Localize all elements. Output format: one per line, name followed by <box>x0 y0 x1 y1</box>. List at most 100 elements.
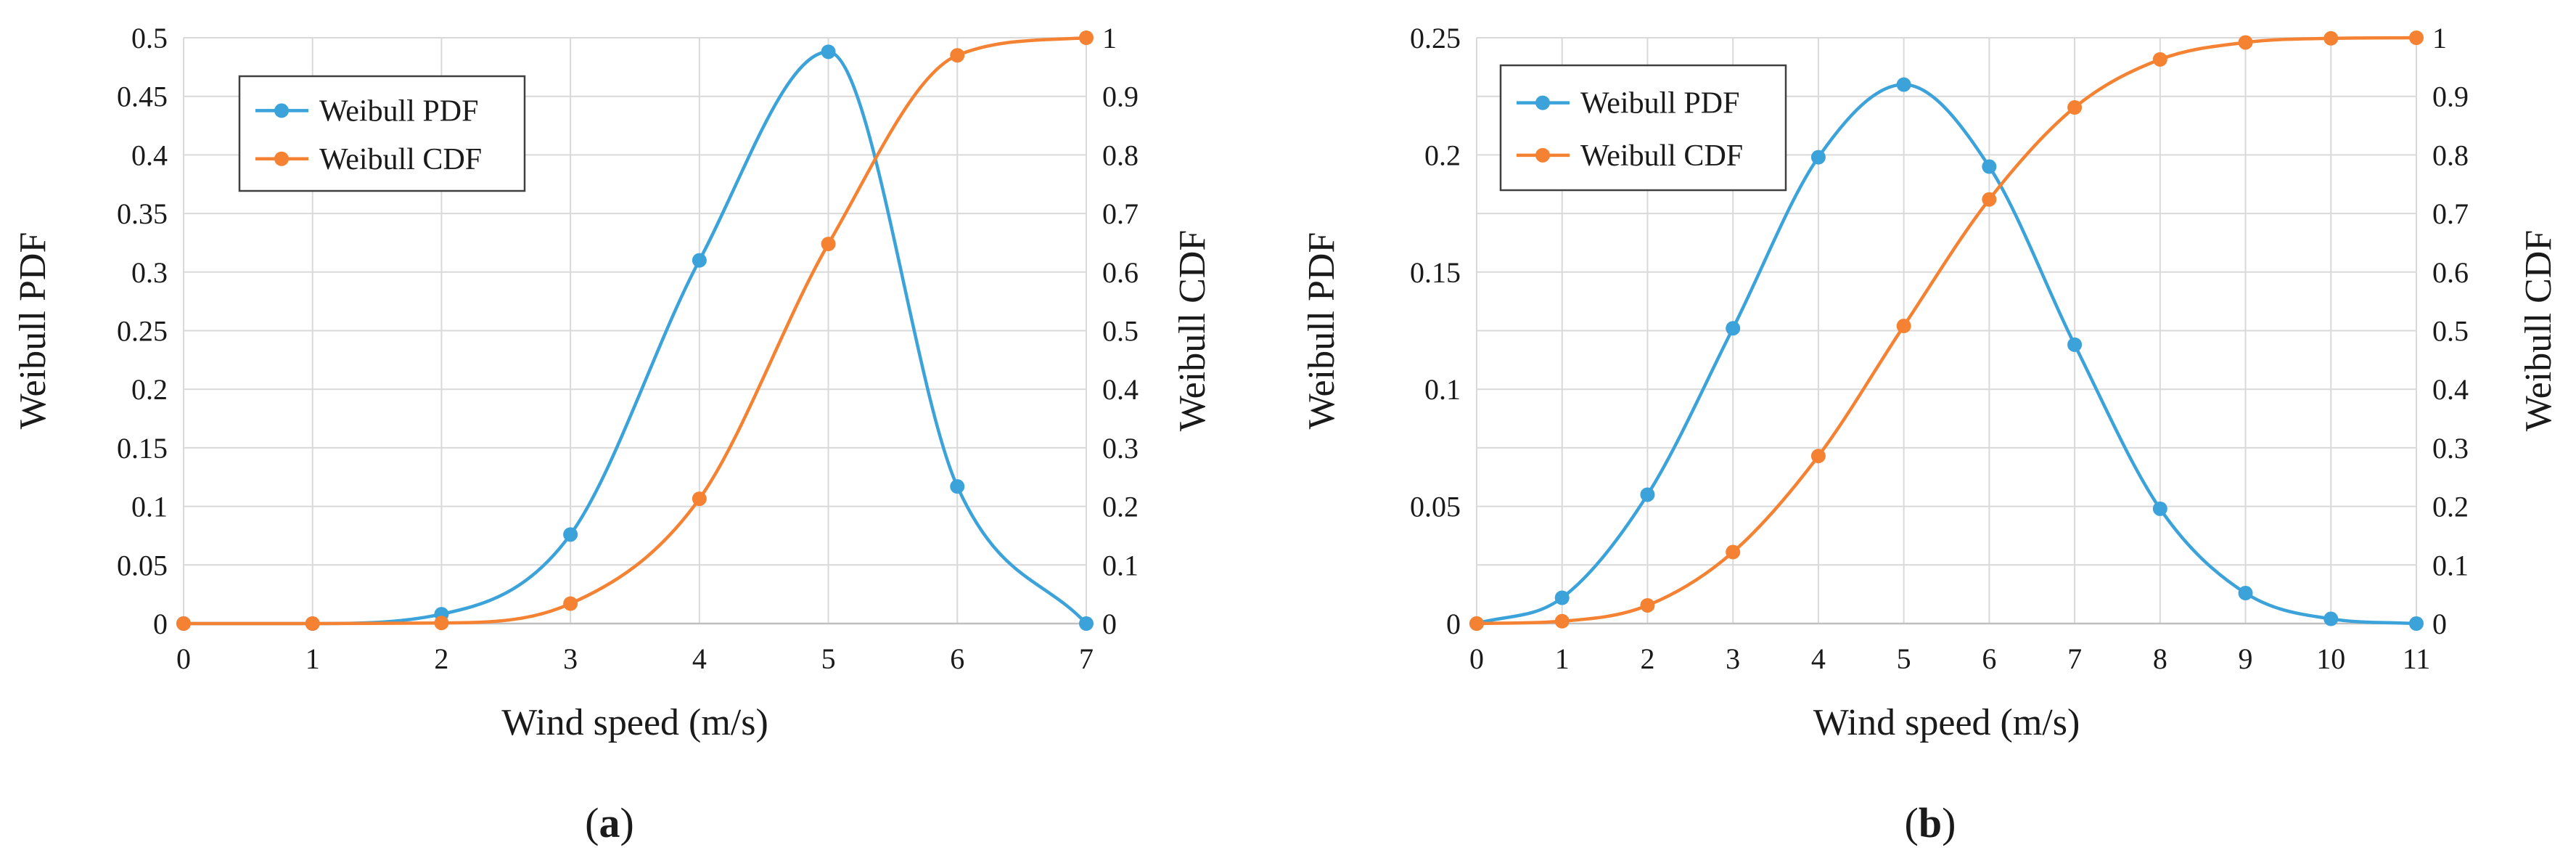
y-right-tick-label: 0.3 <box>2432 432 2469 465</box>
chart-panel-a: 0 1 2 3 4 5 6 700.050.10.150.20.250.30.350.40.4… <box>12 22 1213 846</box>
y-left-tick-label: 0.45 <box>117 81 168 113</box>
data-point <box>434 616 449 631</box>
y-right-tick-label: 0.2 <box>1102 491 1139 523</box>
y-right-tick-label: 0.6 <box>2432 256 2469 289</box>
data-point <box>1982 159 1997 174</box>
x-tick-label: 1 <box>305 642 320 675</box>
y-right-tick-label: 1 <box>2432 22 2447 54</box>
panel-label-letter: b <box>1919 799 1942 846</box>
data-point <box>1554 590 1570 605</box>
data-point <box>1810 449 1826 464</box>
data-point <box>2067 100 2083 115</box>
y-right-axis-label: Weibull CDF <box>1172 230 1213 432</box>
y-right-axis-label: Weibull CDF <box>2518 230 2559 432</box>
legend-label: Weibull CDF <box>319 143 482 176</box>
data-point <box>1896 319 1911 334</box>
y-right-tick-label: 0 <box>1102 608 1117 640</box>
x-tick-label: 4 <box>692 642 707 675</box>
x-tick-label: 6 <box>1982 642 1996 675</box>
y-left-tick-label: 0.15 <box>117 432 168 465</box>
y-right-tick-label: 0.8 <box>2432 139 2469 171</box>
data-point <box>950 48 965 63</box>
data-point <box>2409 30 2424 45</box>
series-line <box>181 36 1088 626</box>
data-point <box>2152 52 2167 67</box>
y-left-tick-label: 0.35 <box>117 197 168 230</box>
data-point <box>2323 611 2339 626</box>
y-right-tick-label: 0.5 <box>2432 315 2469 348</box>
y-right-tick-label: 0 <box>2432 608 2447 640</box>
legend-box <box>238 75 526 192</box>
data-point <box>563 596 578 611</box>
y-right-tick-label: 0.1 <box>2432 549 2469 581</box>
x-axis-label: Wind speed (m/s) <box>1813 702 2080 743</box>
data-point <box>176 616 191 631</box>
data-point <box>1810 150 1826 165</box>
x-tick-label: 8 <box>2153 642 2167 675</box>
y-left-axis-label: Weibull PDF <box>12 232 54 430</box>
y-left-tick-label: 0.05 <box>1410 491 1461 523</box>
legend-entry: Weibull CDF <box>255 143 482 176</box>
x-tick-label: 5 <box>1897 642 1911 675</box>
x-tick-label: 0 <box>176 642 191 675</box>
data-point <box>1726 321 1741 336</box>
data-point <box>305 616 320 631</box>
legend: Weibull PDF Weibull CDF <box>1499 64 1787 192</box>
y-left-tick-label: 0.5 <box>131 22 168 54</box>
data-point <box>950 479 965 494</box>
y-right-tick-label: 0.2 <box>2432 491 2469 523</box>
data-point <box>1640 597 1655 613</box>
data-point <box>1640 487 1655 502</box>
y-right-tick-label: 0.9 <box>1102 81 1139 113</box>
panel-label-letter: a <box>599 799 620 846</box>
data-point <box>2409 616 2424 631</box>
y-left-axis-label: Weibull PDF <box>1301 232 1342 430</box>
data-point <box>692 253 707 268</box>
legend: Weibull PDF Weibull CDF <box>238 75 526 192</box>
y-left-tick-label: 0.1 <box>131 491 168 523</box>
panel-label: (b) <box>1905 799 1956 846</box>
data-point <box>2152 501 2167 516</box>
y-right-tick-label: 0.9 <box>2432 81 2469 113</box>
y-left-tick-label: 0.25 <box>1410 22 1461 54</box>
legend-entry: Weibull PDF <box>1517 87 1739 120</box>
y-right-tick-label: 0.1 <box>1102 549 1139 581</box>
x-tick-label: 0 <box>1469 642 1484 675</box>
data-point <box>821 44 836 60</box>
x-tick-label: 1 <box>1555 642 1570 675</box>
y-right-tick-label: 0.4 <box>1102 373 1139 406</box>
y-left-tick-label: 0 <box>1446 608 1461 640</box>
y-right-tick-label: 0.5 <box>1102 315 1139 348</box>
y-right-tick-label: 0.4 <box>2432 373 2469 406</box>
data-point <box>1554 613 1570 629</box>
x-tick-label: 11 <box>2403 642 2431 675</box>
data-point <box>692 491 707 507</box>
legend-swatch-marker <box>1535 147 1550 163</box>
y-left-tick-label: 0.05 <box>117 549 168 581</box>
x-tick-label: 5 <box>821 642 836 675</box>
chart-panel-b: 0 1 2 3 4 5 6 7 8 9 10 1100.050.10.150.20.2500.10.2… <box>1301 22 2559 846</box>
data-point <box>1726 544 1741 560</box>
panel-label: (a) <box>585 799 634 846</box>
x-tick-label: 6 <box>950 642 964 675</box>
x-tick-label: 4 <box>1811 642 1826 675</box>
legend-label: Weibull PDF <box>319 94 478 128</box>
data-point <box>2323 30 2339 46</box>
x-tick-label: 2 <box>434 642 448 675</box>
legend-swatch-marker <box>274 151 289 166</box>
x-tick-label: 10 <box>2316 642 2345 675</box>
x-tick-label: 2 <box>1640 642 1654 675</box>
grid <box>183 37 1087 624</box>
data-point <box>1079 616 1094 631</box>
y-right-tick-label: 0.8 <box>1102 139 1139 171</box>
y-left-tick-label: 0 <box>153 608 168 640</box>
x-tick-label: 3 <box>563 642 578 675</box>
legend-swatch-marker <box>1535 95 1550 110</box>
y-right-tick-label: 0.7 <box>1102 197 1139 230</box>
y-left-tick-label: 0.25 <box>117 315 168 348</box>
data-point <box>2238 586 2253 601</box>
data-point <box>1079 30 1094 45</box>
legend-swatch-marker <box>274 103 289 118</box>
x-tick-label: 3 <box>1726 642 1740 675</box>
